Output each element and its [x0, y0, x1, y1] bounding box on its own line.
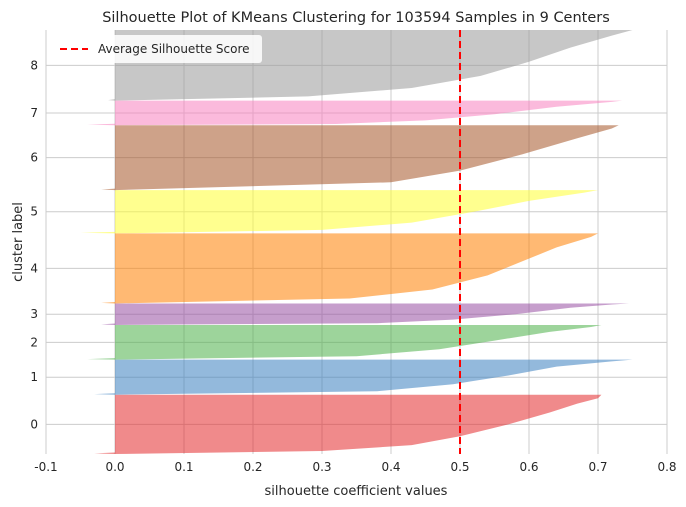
- cluster-area-5: [80, 190, 598, 234]
- x-tick-label: 0.4: [381, 460, 400, 474]
- legend: Average Silhouette Score: [50, 35, 262, 63]
- x-tick-labels: -0.1 0.0 0.1 0.2 0.3 0.4 0.5 0.6 0.7 0.8: [34, 460, 676, 474]
- y-tick-label: 8: [30, 58, 38, 72]
- cluster-area-7: [87, 100, 623, 126]
- x-tick-label: 0.2: [243, 460, 262, 474]
- y-tick-label: 6: [30, 151, 38, 165]
- x-tick-label: 0.6: [519, 460, 538, 474]
- legend-box: [50, 35, 262, 63]
- y-tick-label: 4: [30, 261, 38, 275]
- x-axis-label: silhouette coefficient values: [265, 484, 448, 499]
- y-axis-label: cluster label: [11, 202, 26, 282]
- x-tick-label: 0.1: [174, 460, 193, 474]
- x-tick-label: 0.7: [588, 460, 607, 474]
- x-tick-label: 0.0: [105, 460, 124, 474]
- cluster-areas: [80, 30, 633, 454]
- y-tick-label: 7: [30, 106, 38, 120]
- cluster-area-3: [101, 303, 630, 325]
- y-tick-label: 5: [30, 205, 38, 219]
- cluster-area-0: [94, 394, 602, 454]
- x-tick-label: -0.1: [34, 460, 57, 474]
- y-tick-label: 3: [30, 307, 38, 321]
- cluster-area-4: [101, 233, 598, 304]
- chart-title: Silhouette Plot of KMeans Clustering for…: [102, 10, 610, 26]
- cluster-area-2: [87, 324, 602, 360]
- x-tick-label: 0.5: [450, 460, 469, 474]
- x-tick-label: 0.8: [657, 460, 676, 474]
- y-tick-labels: 0 1 2 3 4 5 6 7 8: [30, 58, 38, 431]
- cluster-area-1: [94, 359, 633, 395]
- y-tick-label: 1: [30, 370, 38, 384]
- legend-label: Average Silhouette Score: [98, 42, 250, 56]
- x-tick-label: 0.3: [312, 460, 331, 474]
- y-tick-label: 2: [30, 335, 38, 349]
- y-tick-label: 0: [30, 417, 38, 431]
- cluster-area-6: [101, 125, 619, 191]
